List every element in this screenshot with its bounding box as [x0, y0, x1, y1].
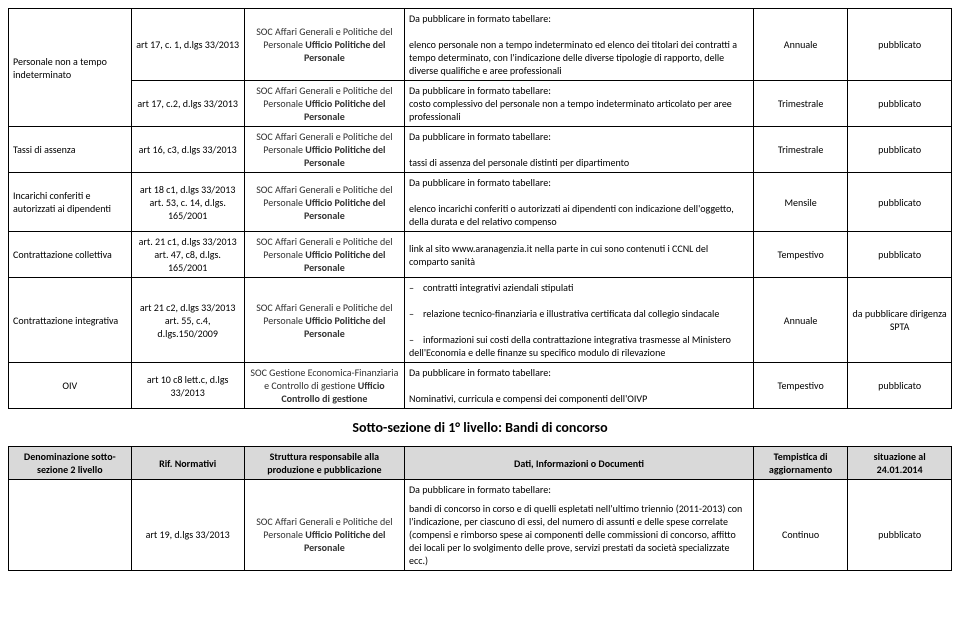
- table-cell: da pubblicare dirigenza SPTA: [848, 278, 952, 363]
- table-cell: SOC Affari Generali e Politiche del Pers…: [244, 127, 404, 173]
- column-header: Denominazione sotto-sezione 2 livello: [9, 447, 132, 480]
- table-cell: art 17, c.2, d.lgs 33/2013: [131, 81, 244, 127]
- table-cell: Continuo: [753, 499, 847, 571]
- table-cell: [753, 480, 847, 500]
- table-cell: art 16, c3, d.lgs 33/2013: [131, 127, 244, 173]
- table-cell: SOC Gestione Economica-Finanziaria e Con…: [244, 363, 404, 409]
- table-cell: pubblicato: [848, 81, 952, 127]
- table-cell: OIV: [9, 363, 132, 409]
- table-cell: art 21 c2, d.lgs 33/2013 art. 55, c.4, d…: [131, 278, 244, 363]
- table-cell: SOC Affari Generali e Politiche del Pers…: [244, 81, 404, 127]
- table-cell: Tempestivo: [753, 232, 847, 278]
- table-cell: art 10 c8 lett.c, d.lgs 33/2013: [131, 363, 244, 409]
- table-2: Denominazione sotto-sezione 2 livelloRif…: [8, 446, 952, 571]
- table-cell: Personale non a tempo indeterminato: [9, 9, 132, 127]
- table-cell: Contrattazione integrativa: [9, 278, 132, 363]
- column-header: Tempistica di aggiornamento: [753, 447, 847, 480]
- table-cell: art 18 c1, d.lgs 33/2013 art. 53, c. 14,…: [131, 173, 244, 232]
- table-cell: SOC Affari Generali e Politiche del Pers…: [244, 173, 404, 232]
- table-cell: Incarichi conferiti e autorizzati ai dip…: [9, 173, 132, 232]
- table-cell: SOC Affari Generali e Politiche del Pers…: [244, 9, 404, 81]
- table-cell: Da pubblicare in formato tabellare:Nomin…: [405, 363, 754, 409]
- table-cell: – contratti integrativi aziendali stipul…: [405, 278, 754, 363]
- table-cell: art 17, c. 1, d.lgs 33/2013: [131, 9, 244, 81]
- table-cell: [244, 480, 404, 500]
- table-cell: bandi di concorso in corso e di quelli e…: [405, 499, 754, 571]
- table-cell: SOC Affari Generali e Politiche del Pers…: [244, 278, 404, 363]
- table-cell: Annuale: [753, 278, 847, 363]
- column-header: Dati, Informazioni o Documenti: [405, 447, 754, 480]
- table-cell: pubblicato: [848, 127, 952, 173]
- table-cell: pubblicato: [848, 173, 952, 232]
- table-cell: SOC Affari Generali e Politiche del Pers…: [244, 499, 404, 571]
- table-cell: pubblicato: [848, 232, 952, 278]
- table-cell: [131, 480, 244, 500]
- table-cell: art. 21 c1, d.lgs 33/2013 art. 47, c8, d…: [131, 232, 244, 278]
- table-cell: SOC Affari Generali e Politiche del Pers…: [244, 232, 404, 278]
- table-1: Personale non a tempo indeterminatoart 1…: [8, 8, 952, 409]
- table-cell: Da pubblicare in formato tabellare:elenc…: [405, 9, 754, 81]
- table-cell: Da pubblicare in formato tabellare:: [405, 480, 754, 500]
- table-cell: Tempestivo: [753, 363, 847, 409]
- table-cell: Tassi di assenza: [9, 127, 132, 173]
- table-cell: Da pubblicare in formato tabellare:elenc…: [405, 173, 754, 232]
- table-cell: pubblicato: [848, 363, 952, 409]
- table-cell: Trimestrale: [753, 127, 847, 173]
- column-header: situazione al 24.01.2014: [848, 447, 952, 480]
- table-cell: [848, 480, 952, 500]
- table-cell: Trimestrale: [753, 81, 847, 127]
- table-cell: Contrattazione collettiva: [9, 232, 132, 278]
- section-title: Sotto-sezione di 1° livello: Bandi di co…: [8, 409, 952, 446]
- table-cell: [9, 480, 132, 571]
- table-cell: Mensile: [753, 173, 847, 232]
- table-cell: Da pubblicare in formato tabellare:tassi…: [405, 127, 754, 173]
- column-header: Struttura responsabile alla produzione e…: [244, 447, 404, 480]
- column-header: Rif. Normativi: [131, 447, 244, 480]
- table-cell: Annuale: [753, 9, 847, 81]
- table-cell: Da pubblicare in formato tabellare:costo…: [405, 81, 754, 127]
- table-cell: art 19, d.lgs 33/2013: [131, 499, 244, 571]
- table-cell: pubblicato: [848, 499, 952, 571]
- table-cell: link al sito www.aranagenzia.it nella pa…: [405, 232, 754, 278]
- table-cell: pubblicato: [848, 9, 952, 81]
